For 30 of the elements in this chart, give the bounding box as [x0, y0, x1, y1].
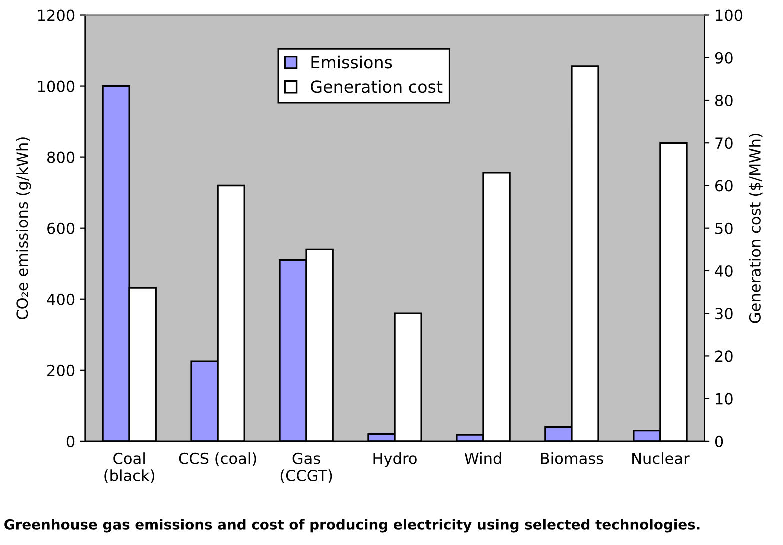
y-axis-title: CO₂e emissions (g/kWh) — [16, 138, 32, 320]
y2-tick-label: 90 — [715, 52, 733, 64]
legend-label: Generation cost — [311, 80, 443, 94]
y2-tick-label: 60 — [715, 180, 733, 192]
y2-tick-label: 50 — [716, 222, 733, 234]
y-tick-label: 800 — [48, 152, 75, 164]
y-tick-label: 200 — [48, 364, 75, 376]
y2-tick-label: 40 — [715, 265, 733, 277]
x-tick-label: CCS (coal) — [179, 452, 256, 466]
y-tick-label: 600 — [48, 222, 75, 234]
y-tick-label: 0 — [66, 436, 75, 448]
y2-tick-label: 100 — [716, 10, 743, 22]
y2-tick-label: 0 — [715, 436, 724, 448]
y2-tick-label: 70 — [716, 138, 733, 150]
y2-tick-label: 20 — [716, 350, 733, 362]
y2-axis-title: Generation cost ($/MWh) — [749, 134, 763, 324]
text: Greenhouse gas emissions and cost of producing electricity using selected technologies. — [4, 519, 700, 533]
x-tick-label: Wind — [464, 452, 502, 464]
x-tick-label: Nuclear — [632, 452, 690, 464]
x-tick-label: Hydro — [374, 452, 417, 468]
x-tick-label: Gas (CCGT) — [280, 452, 332, 484]
x-tick-label: Biomass — [541, 452, 604, 464]
y-tick-label: 400 — [47, 294, 75, 306]
x-tick-label: Coal (black) — [104, 452, 155, 484]
y2-tick-label: 80 — [715, 94, 733, 107]
y2-tick-label: 10 — [716, 393, 733, 405]
y-tick-label: 1200 — [38, 10, 75, 22]
y2-tick-label: 30 — [716, 308, 733, 320]
y-tick-label: 1000 — [38, 80, 75, 92]
legend-label: Emissions — [312, 56, 392, 69]
